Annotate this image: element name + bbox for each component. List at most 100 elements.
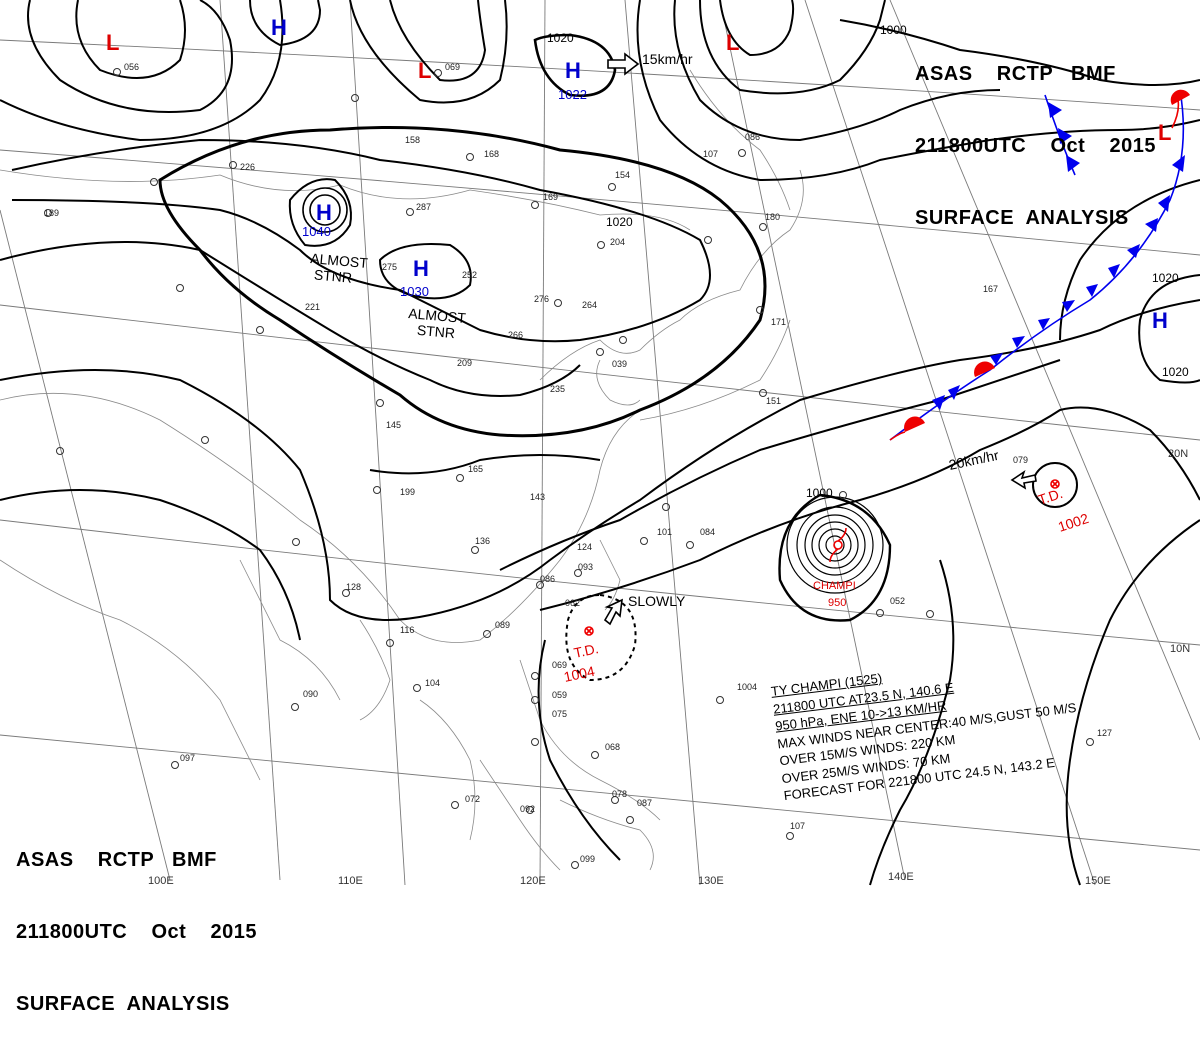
high-rings: [302, 187, 348, 233]
station-report: 151: [766, 396, 781, 406]
low-center: L: [106, 30, 119, 55]
td-pressure: 1004: [562, 663, 596, 685]
station-report: 180: [765, 212, 780, 222]
high-pressure-value: 1022: [558, 87, 587, 102]
station-report: 116: [400, 625, 414, 635]
station-report: 287: [416, 202, 431, 212]
cold-front-teeth: [932, 102, 1185, 410]
station-report: 078: [612, 789, 627, 799]
station-report: 1004: [737, 682, 757, 692]
header-line-1: ASAS RCTP BMF: [915, 63, 1116, 85]
almost-stnr-label: ALMOSTSTNR: [406, 305, 467, 342]
station-report: 165: [468, 464, 483, 474]
station-report: 099: [580, 854, 595, 864]
isobar-label: 1020: [1152, 271, 1179, 285]
station-report: 145: [386, 420, 401, 430]
station-report: 039: [612, 359, 627, 369]
station-report: 124: [577, 542, 592, 552]
typhoon-pressure: 950: [828, 597, 846, 609]
isobar-label: 1000: [880, 23, 907, 37]
station-report: 062: [565, 598, 580, 608]
lon-label: 120E: [520, 875, 546, 887]
station-report: 093: [578, 562, 593, 572]
lon-label: 130E: [698, 875, 724, 887]
station-report: 072: [465, 794, 480, 804]
td-name: T.D.: [1036, 485, 1065, 508]
station-report: 056: [124, 62, 139, 72]
station-report: 143: [530, 492, 545, 502]
station-report: 101: [657, 527, 672, 537]
station-report: 059: [552, 690, 567, 700]
station-report: 086: [540, 574, 555, 584]
high-center: H: [565, 58, 581, 83]
almost-stnr-label: ALMOSTSTNR: [308, 250, 369, 287]
station-report: 084: [700, 527, 715, 537]
station-report: 069: [445, 62, 460, 72]
isobar-label: 1020: [606, 215, 633, 229]
station-report: 087: [637, 798, 652, 808]
td-name: T.D.: [572, 640, 600, 661]
lon-label: 100E: [148, 875, 174, 887]
station-report: 171: [771, 317, 786, 327]
high-center: H: [316, 200, 332, 225]
high-speed-label: 15km/hr: [642, 51, 693, 67]
station-report: 199: [400, 487, 415, 497]
station-report: 264: [582, 300, 597, 310]
high-center: H: [1152, 308, 1168, 333]
warm-front-bumps: [904, 89, 1190, 432]
station-report: 235: [550, 384, 565, 394]
station-report: 090: [303, 689, 318, 699]
station-report: 154: [615, 170, 630, 180]
station-report: 276: [534, 294, 549, 304]
station-report: 104: [425, 678, 440, 688]
station-report: 086: [745, 132, 760, 142]
station-report: 107: [790, 821, 805, 831]
typhoon-rings: [786, 496, 884, 594]
lon-label: 150E: [1085, 875, 1111, 887]
lat-label: 10N: [1170, 643, 1190, 655]
lon-label: 140E: [888, 871, 914, 883]
slowly-label: SLOWLY: [628, 593, 686, 609]
low-center: L: [726, 30, 739, 55]
coastlines: [0, 69, 804, 871]
isobar-value-labels: 1020 1020 1000 1020 1000 1020: [547, 23, 1189, 500]
movement-arrows: [603, 52, 1037, 626]
low-center: L: [1158, 120, 1171, 145]
station-report: 092: [520, 804, 535, 814]
grid-labels: 100E 110E 120E 130E 140E 150E 10N 20N: [148, 448, 1190, 887]
station-report: 221: [305, 302, 320, 312]
low-center: L: [418, 58, 431, 83]
station-numbers: 056 069 158 168 287 275 252 276 264 204 …: [44, 62, 1112, 864]
station-report: 128: [346, 582, 361, 592]
isobar-label: 1000: [806, 486, 833, 500]
high-center: H: [271, 15, 287, 40]
station-report: 052: [890, 596, 905, 606]
typhoon-name: CHAMPI: [813, 580, 856, 592]
station-report: 069: [552, 660, 567, 670]
high-center: H: [413, 256, 429, 281]
td-rings: [565, 462, 1078, 682]
header-line-3: SURFACE ANALYSIS: [16, 993, 230, 1015]
station-report: 068: [605, 742, 620, 752]
station-report: 204: [610, 237, 625, 247]
station-report: 168: [484, 149, 499, 159]
warm-front-line: [889, 99, 1180, 441]
station-report: 189: [44, 208, 59, 218]
isobar-label: 1020: [1162, 365, 1189, 379]
high-pressure-value: 1040: [302, 224, 331, 239]
header-line-2: 211800UTC Oct 2015: [915, 135, 1157, 157]
station-report: 089: [495, 620, 510, 630]
station-report: 097: [180, 753, 195, 763]
station-report: 136: [475, 536, 490, 546]
station-report: 275: [382, 262, 397, 272]
tropical-symbols: [584, 479, 1060, 636]
station-report: 167: [983, 284, 998, 294]
station-report: 226: [240, 162, 255, 172]
weather-map: 056 069 158 168 287 275 252 276 264 204 …: [0, 0, 1200, 887]
header-line-1: ASAS RCTP BMF: [16, 849, 217, 871]
station-report: 169: [543, 192, 558, 202]
lat-label: 20N: [1168, 448, 1188, 460]
lon-label: 110E: [338, 875, 363, 887]
station-report: 252: [462, 270, 477, 280]
isobar-label: 1020: [547, 31, 574, 45]
